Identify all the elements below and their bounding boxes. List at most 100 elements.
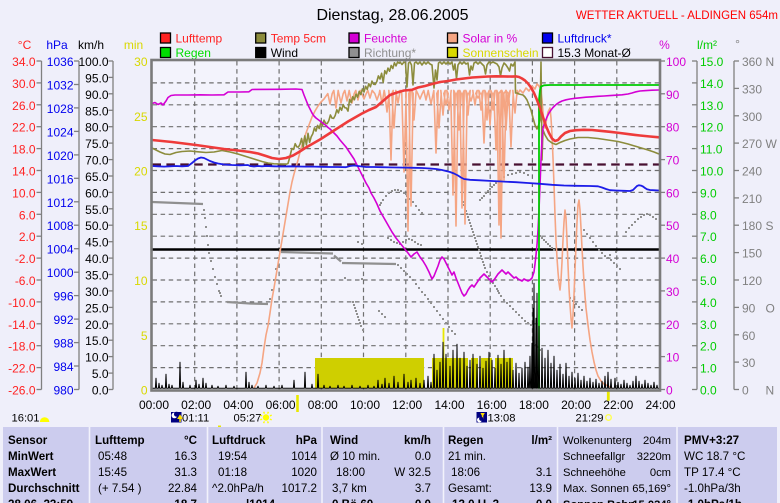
svg-text:Lufttemp: Lufttemp bbox=[95, 434, 145, 447]
svg-text:70: 70 bbox=[666, 154, 680, 168]
svg-text:°C: °C bbox=[184, 434, 198, 447]
svg-text:22.84: 22.84 bbox=[168, 482, 198, 495]
svg-text:-1.0hPa/3h: -1.0hPa/3h bbox=[684, 482, 741, 495]
svg-text:Feuchte: Feuchte bbox=[364, 32, 408, 46]
svg-text:1017.2: 1017.2 bbox=[282, 482, 317, 495]
svg-text:15.0: 15.0 bbox=[85, 334, 109, 348]
svg-text:Sensor: Sensor bbox=[8, 434, 48, 447]
svg-text:180: 180 bbox=[742, 219, 762, 233]
svg-text:Dienstag, 28.06.2005: Dienstag, 28.06.2005 bbox=[316, 7, 468, 24]
svg-text:16:00: 16:00 bbox=[477, 398, 507, 412]
svg-text:15.0: 15.0 bbox=[700, 55, 724, 69]
svg-text:Regen: Regen bbox=[448, 434, 483, 447]
svg-text:18.7: 18.7 bbox=[174, 498, 197, 503]
svg-text:19:54: 19:54 bbox=[218, 450, 248, 463]
svg-text:992: 992 bbox=[53, 313, 73, 327]
svg-text:min: min bbox=[124, 38, 143, 52]
svg-text:°C: °C bbox=[18, 38, 32, 52]
svg-text:1028: 1028 bbox=[47, 102, 74, 116]
svg-text:1012: 1012 bbox=[47, 196, 74, 210]
svg-text:l/m²: l/m² bbox=[531, 434, 552, 447]
svg-text:65.0: 65.0 bbox=[85, 170, 109, 184]
svg-text:9.0: 9.0 bbox=[700, 186, 717, 200]
svg-text:18:00: 18:00 bbox=[336, 466, 365, 479]
svg-text:-6.0: -6.0 bbox=[15, 274, 36, 288]
svg-text:14.0: 14.0 bbox=[700, 77, 724, 91]
svg-text:1008: 1008 bbox=[47, 219, 74, 233]
svg-text:Sonnenschein: Sonnenschein bbox=[463, 46, 539, 60]
svg-text:30: 30 bbox=[742, 356, 756, 370]
svg-text:65,169°: 65,169° bbox=[632, 483, 671, 495]
svg-text:10.0: 10.0 bbox=[700, 165, 724, 179]
svg-text:-22.0: -22.0 bbox=[8, 362, 36, 376]
svg-text:18:00: 18:00 bbox=[519, 398, 549, 412]
svg-text:22:00: 22:00 bbox=[603, 398, 633, 412]
svg-text:|1014: |1014 bbox=[246, 498, 276, 503]
svg-text:6.0: 6.0 bbox=[700, 252, 717, 266]
svg-text:Richtung*: Richtung* bbox=[364, 46, 416, 60]
svg-text:26.0: 26.0 bbox=[12, 99, 36, 113]
svg-text:15.3 Monat-Ø: 15.3 Monat-Ø bbox=[558, 46, 631, 60]
svg-text:20: 20 bbox=[666, 318, 680, 332]
svg-text:1036: 1036 bbox=[47, 55, 74, 69]
svg-text:10.0: 10.0 bbox=[85, 351, 109, 365]
svg-text:90: 90 bbox=[666, 88, 680, 102]
svg-text:10:00: 10:00 bbox=[350, 398, 380, 412]
svg-text:02:00: 02:00 bbox=[181, 398, 211, 412]
svg-text:2.0: 2.0 bbox=[19, 230, 36, 244]
svg-text:1000: 1000 bbox=[47, 266, 74, 280]
svg-text:1.0: 1.0 bbox=[700, 362, 717, 376]
svg-text:35.0: 35.0 bbox=[85, 269, 109, 283]
svg-text:13.0: 13.0 bbox=[700, 99, 724, 113]
svg-text:O: O bbox=[766, 301, 775, 315]
svg-text:0.0: 0.0 bbox=[92, 384, 109, 398]
svg-text:Luftdruck: Luftdruck bbox=[212, 434, 266, 447]
svg-text:-26.0: -26.0 bbox=[8, 384, 36, 398]
svg-text:24:00: 24:00 bbox=[645, 398, 675, 412]
svg-text:2.0: 2.0 bbox=[700, 340, 717, 354]
svg-text:95.0: 95.0 bbox=[85, 71, 109, 85]
svg-text:N: N bbox=[766, 384, 775, 398]
svg-text:90: 90 bbox=[742, 301, 756, 315]
svg-text:Max. Sonnen: Max. Sonnen bbox=[563, 483, 629, 495]
svg-text:25: 25 bbox=[134, 110, 148, 124]
svg-text:15:45: 15:45 bbox=[98, 466, 127, 479]
svg-text:10.0: 10.0 bbox=[12, 186, 36, 200]
svg-text:80: 80 bbox=[666, 121, 680, 135]
svg-text:15: 15 bbox=[134, 219, 148, 233]
svg-text:21 min.: 21 min. bbox=[448, 450, 486, 463]
svg-text:12:00: 12:00 bbox=[392, 398, 422, 412]
svg-text:55.0: 55.0 bbox=[85, 203, 109, 217]
svg-text:5.0: 5.0 bbox=[92, 367, 109, 381]
svg-text:16:01: 16:01 bbox=[12, 413, 40, 425]
svg-text:Solar in %: Solar in % bbox=[463, 32, 518, 46]
svg-text:3.1: 3.1 bbox=[536, 466, 552, 479]
svg-text:00:00: 00:00 bbox=[139, 398, 169, 412]
svg-text:1016: 1016 bbox=[47, 172, 74, 186]
svg-text:12.0: 12.0 bbox=[700, 121, 724, 135]
svg-text:Luftdruck*: Luftdruck* bbox=[558, 32, 612, 46]
svg-text:0: 0 bbox=[141, 384, 148, 398]
svg-text:20.0: 20.0 bbox=[85, 318, 109, 332]
svg-text:40: 40 bbox=[666, 252, 680, 266]
svg-text:3.7: 3.7 bbox=[415, 482, 431, 495]
svg-text:31.3: 31.3 bbox=[174, 466, 197, 479]
svg-text:240: 240 bbox=[742, 165, 762, 179]
svg-text:120: 120 bbox=[742, 274, 762, 288]
svg-text:150: 150 bbox=[742, 247, 762, 261]
svg-text:W: W bbox=[766, 137, 778, 151]
svg-text:MinWert: MinWert bbox=[8, 450, 54, 463]
svg-text:W 32.5: W 32.5 bbox=[394, 466, 431, 479]
svg-text:50: 50 bbox=[666, 219, 680, 233]
svg-text:30.0: 30.0 bbox=[85, 285, 109, 299]
svg-text:14.0: 14.0 bbox=[12, 165, 36, 179]
svg-text:Wind: Wind bbox=[330, 434, 358, 447]
svg-text:15,034°: 15,034° bbox=[632, 499, 671, 503]
svg-text:13.0 U..3: 13.0 U..3 bbox=[452, 498, 500, 503]
svg-text:0: 0 bbox=[666, 384, 673, 398]
svg-text:-10.0: -10.0 bbox=[8, 296, 36, 310]
svg-text:-1.0hPa/1h: -1.0hPa/1h bbox=[684, 498, 742, 503]
svg-text:05:48: 05:48 bbox=[98, 450, 127, 463]
svg-text:85.0: 85.0 bbox=[85, 104, 109, 118]
svg-text:10: 10 bbox=[134, 274, 148, 288]
